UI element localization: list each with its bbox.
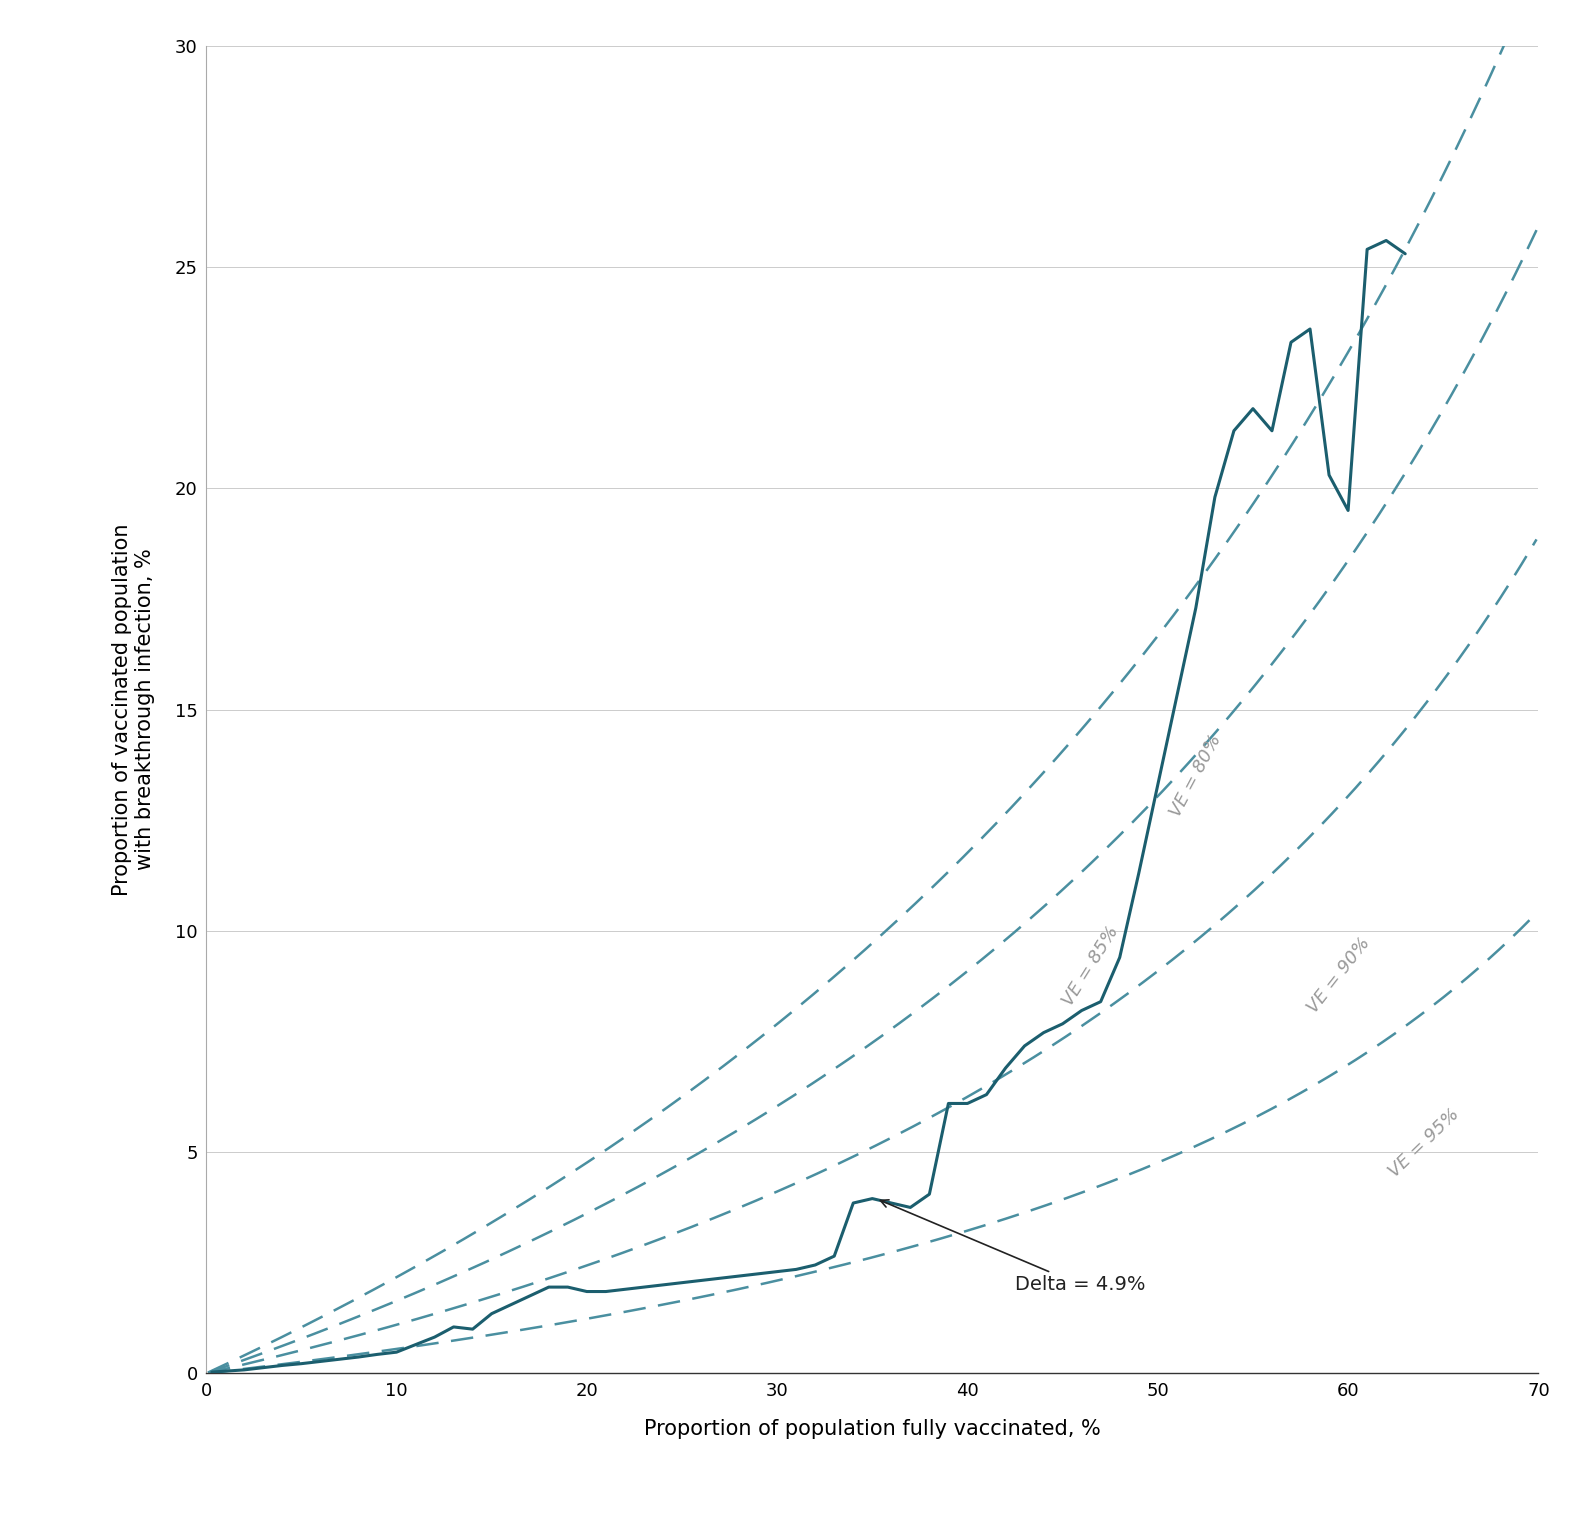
- Y-axis label: Proportion of vaccinated population
with breakthrough infection, %: Proportion of vaccinated population with…: [113, 523, 155, 896]
- Text: VE = 95%: VE = 95%: [1386, 1105, 1462, 1181]
- Text: VE = 80%: VE = 80%: [1167, 732, 1224, 819]
- Text: VE = 85%: VE = 85%: [1059, 923, 1123, 1009]
- Text: Delta = 4.9%: Delta = 4.9%: [880, 1199, 1145, 1294]
- X-axis label: Proportion of population fully vaccinated, %: Proportion of population fully vaccinate…: [644, 1419, 1101, 1439]
- Text: VE = 90%: VE = 90%: [1304, 934, 1373, 1016]
